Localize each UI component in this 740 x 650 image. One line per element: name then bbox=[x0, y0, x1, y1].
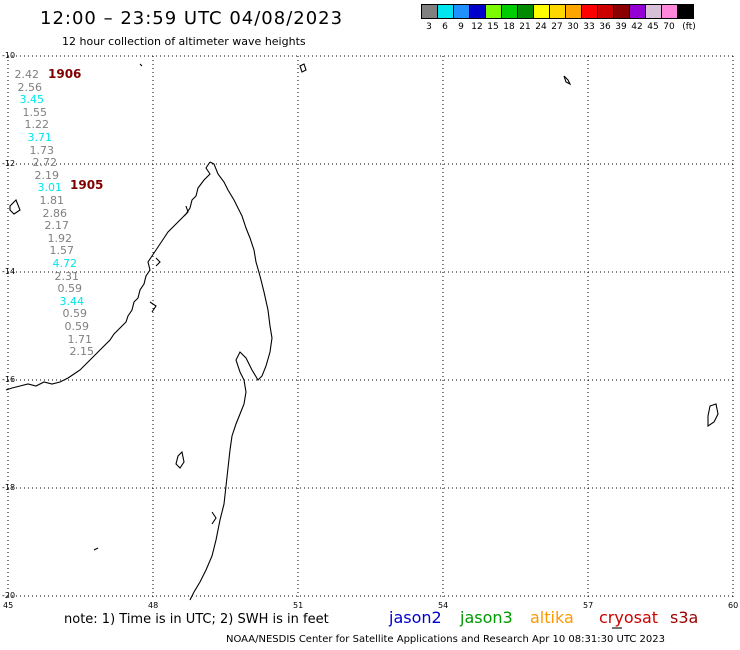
legend-label: 45 bbox=[647, 22, 659, 32]
footer-credit: NOAA/NESDIS Center for Satellite Applica… bbox=[226, 634, 665, 645]
wave-height-value: 1.81 bbox=[39, 194, 65, 207]
legend-label: (ft) bbox=[682, 22, 696, 32]
legend-swatch bbox=[677, 4, 694, 19]
latitude-label: -12 bbox=[2, 159, 16, 168]
legend-label: 6 bbox=[442, 22, 448, 32]
satellite-label-jason3: jason3 bbox=[460, 608, 513, 627]
legend-label: 30 bbox=[567, 22, 579, 32]
track-id-label: 1906 bbox=[48, 67, 82, 81]
color-legend bbox=[421, 4, 694, 19]
legend-label: 18 bbox=[503, 22, 515, 32]
longitude-label: 45 bbox=[3, 601, 14, 610]
small-island bbox=[139, 63, 143, 67]
small-island bbox=[175, 450, 185, 469]
reef-islet bbox=[155, 257, 161, 267]
wave-height-value: 1.22 bbox=[24, 118, 50, 132]
mascarene-island bbox=[707, 403, 719, 428]
map-gridlines bbox=[7, 55, 734, 598]
longitude-label: 57 bbox=[583, 601, 594, 610]
small-island bbox=[299, 63, 307, 73]
legend-label: 42 bbox=[631, 22, 643, 32]
wave-height-value: 0.59 bbox=[57, 282, 83, 296]
small-island bbox=[563, 75, 572, 86]
satellite-label-jason2: jason2 bbox=[389, 608, 442, 627]
wave-height-value: 2.31 bbox=[54, 269, 80, 283]
wave-height-value: 2.42 bbox=[14, 68, 40, 81]
map-title: 12:00 – 23:59 UTC 04/08/2023 bbox=[40, 8, 344, 29]
wave-height-value: 1.55 bbox=[22, 105, 48, 119]
legend-label: 21 bbox=[519, 22, 531, 32]
wave-height-value: 1.73 bbox=[29, 143, 55, 157]
footer-note: note: 1) Time is in UTC; 2) SWH is in fe… bbox=[64, 612, 329, 627]
latitude-label: -10 bbox=[2, 51, 16, 60]
wave-height-value: 2.19 bbox=[34, 168, 60, 182]
comoros-island bbox=[9, 199, 21, 215]
small-island bbox=[93, 547, 99, 551]
longitude-label: 60 bbox=[728, 601, 739, 610]
wave-height-value: 2.56 bbox=[17, 80, 43, 94]
reef-islet bbox=[183, 205, 189, 217]
wave-height-value: 3.01 bbox=[37, 181, 63, 195]
reef-islet bbox=[149, 301, 157, 313]
map-subtitle: 12 hour collection of altimeter wave hei… bbox=[62, 35, 306, 48]
wave-height-value: 2.86 bbox=[42, 206, 68, 220]
legend-label: 36 bbox=[599, 22, 611, 32]
legend-label: 70 bbox=[663, 22, 675, 32]
wave-height-value: 2.15 bbox=[69, 345, 95, 359]
wave-height-value: 1.92 bbox=[47, 231, 73, 245]
satellite-label-cryosat: cryosat bbox=[599, 608, 659, 627]
latitude-label: -18 bbox=[2, 483, 16, 492]
wave-height-value: 1.57 bbox=[49, 244, 75, 258]
latitude-label: -16 bbox=[2, 375, 16, 384]
wave-height-value: 3.45 bbox=[19, 93, 45, 107]
madagascar-coastline bbox=[189, 161, 273, 601]
wave-height-value: 2.72 bbox=[32, 156, 58, 170]
wave-height-value: 1.71 bbox=[67, 332, 93, 346]
legend-label: 12 bbox=[471, 22, 483, 32]
legend-label: 24 bbox=[535, 22, 547, 32]
latitude-label: -20 bbox=[2, 591, 16, 600]
legend-label: 33 bbox=[583, 22, 595, 32]
track-id-label: 1905 bbox=[70, 178, 104, 192]
wave-height-value: 2.17 bbox=[44, 219, 70, 233]
satellite-label-altika: altika bbox=[530, 608, 574, 627]
satellite-label-s3a: s3a bbox=[670, 608, 699, 627]
legend-label: 9 bbox=[458, 22, 464, 32]
wave-height-value: 4.72 bbox=[52, 257, 78, 270]
longitude-label: 48 bbox=[148, 601, 159, 610]
longitude-label: 54 bbox=[438, 601, 449, 610]
wave-height-value: 3.44 bbox=[59, 294, 85, 308]
wave-height-value: 0.59 bbox=[64, 320, 90, 333]
longitude-label: 51 bbox=[293, 601, 304, 610]
reef-islet bbox=[211, 511, 217, 525]
coastline bbox=[5, 63, 719, 629]
wave-height-value: 3.71 bbox=[27, 131, 53, 144]
latitude-label: -14 bbox=[2, 267, 16, 276]
legend-label: 39 bbox=[615, 22, 627, 32]
legend-label: 27 bbox=[551, 22, 563, 32]
legend-label: 15 bbox=[487, 22, 499, 32]
legend-label: 3 bbox=[426, 22, 432, 32]
wave-height-value: 0.59 bbox=[62, 307, 88, 321]
